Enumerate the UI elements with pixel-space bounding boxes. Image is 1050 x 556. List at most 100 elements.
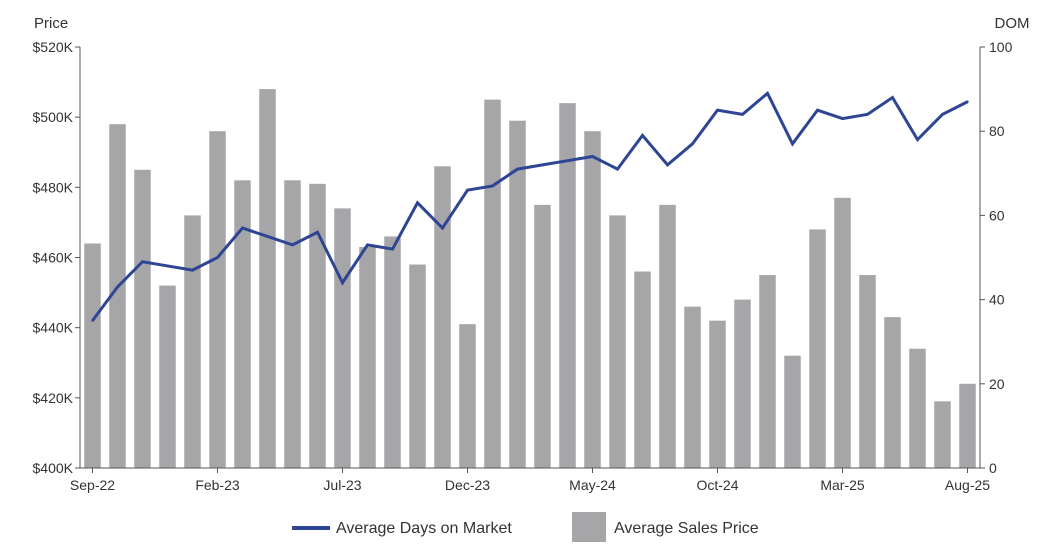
bar-Mar-24	[534, 204, 551, 469]
dom-point-Jan-23	[191, 268, 194, 272]
bar-Jan-24	[484, 99, 501, 469]
bar-Aug-24	[659, 204, 676, 469]
dom-point-May-25	[891, 96, 894, 99]
axes-layer: $400K $420K $440K $460K $480K $500K $520K 0 20 40…	[33, 15, 1030, 493]
dom-point-Jan-25	[791, 142, 794, 146]
left-tick-label: $400K	[33, 460, 74, 476]
dom-point-Oct-24	[716, 108, 719, 112]
bar-Sep-22	[84, 243, 101, 468]
dom-point-Sep-24	[691, 142, 694, 146]
dom-point-Mar-25	[841, 117, 844, 120]
bar-Oct-24	[709, 320, 726, 468]
dom-point-Aug-24	[666, 163, 669, 167]
dom-point-Apr-24	[566, 159, 569, 162]
bar-Jan-25	[784, 355, 801, 468]
x-tick-label: Oct-24	[696, 477, 738, 493]
bar-Aug-25	[959, 383, 976, 468]
dom-point-Dec-22	[166, 264, 169, 268]
dom-point-Oct-23	[416, 201, 419, 204]
left-tick-label: $440K	[33, 320, 74, 336]
bar-Sep-24	[684, 306, 701, 468]
bar-Jun-24	[609, 215, 626, 468]
dom-point-Sep-23	[391, 247, 394, 251]
dom-point-Aug-25	[966, 100, 969, 103]
x-tick-label: Sep-22	[70, 477, 115, 493]
dom-point-Feb-24	[516, 167, 519, 171]
right-tick-label: 40	[989, 292, 1005, 308]
dom-point-Mar-24	[541, 163, 544, 167]
left-tick-label: $500K	[33, 109, 74, 125]
dom-point-Dec-24	[766, 92, 769, 95]
x-tick-label: Aug-25	[945, 477, 990, 493]
bar-May-23	[284, 180, 301, 468]
right-tick-label: 80	[989, 123, 1005, 139]
x-tick-label: Dec-23	[445, 477, 490, 493]
dom-point-Feb-23	[216, 256, 219, 259]
bar-Apr-24	[559, 103, 576, 468]
dom-point-Apr-23	[266, 235, 269, 238]
right-tick-label: 60	[989, 207, 1005, 223]
dom-point-Mar-23	[241, 226, 244, 230]
dom-point-May-24	[591, 155, 594, 158]
line-layer	[91, 90, 969, 322]
dom-point-May-23	[291, 243, 294, 247]
bar-Dec-23	[459, 324, 476, 468]
dom-point-Jul-23	[341, 281, 344, 284]
bar-Feb-24	[509, 120, 526, 469]
dom-point-Apr-25	[866, 113, 869, 116]
bars-layer	[84, 89, 976, 469]
bar-Nov-23	[434, 166, 451, 468]
bar-Feb-25	[809, 229, 826, 468]
bar-Apr-23	[259, 89, 276, 468]
dom-point-Jun-25	[916, 138, 919, 141]
dom-point-Jul-25	[941, 113, 944, 116]
dom-point-Jan-24	[491, 184, 494, 188]
bar-Jun-25	[909, 348, 926, 468]
bar-Jul-24	[634, 271, 651, 468]
dom-point-Aug-23	[366, 243, 369, 247]
line-average-days-on-market	[91, 90, 969, 322]
legend-label-price: Average Sales Price	[614, 520, 759, 537]
right-tick-label: 100	[989, 39, 1013, 55]
legend-label-dom: Average Days on Market	[336, 520, 512, 537]
bar-Nov-22	[134, 169, 151, 469]
bar-Feb-23	[209, 131, 226, 468]
x-tick-label: May-24	[569, 477, 616, 493]
dom-point-Nov-24	[741, 113, 744, 116]
bar-Sep-23	[384, 236, 401, 468]
dom-point-Dec-23	[466, 188, 469, 192]
dom-point-Oct-22	[116, 285, 119, 289]
right-tick-label: 0	[989, 460, 997, 476]
bar-Jun-23	[309, 183, 326, 468]
dom-point-Jun-24	[616, 167, 619, 171]
left-axis-title: Price	[34, 15, 68, 32]
bar-Mar-25	[834, 197, 851, 469]
bar-Dec-24	[759, 275, 776, 468]
dom-point-Jun-23	[316, 231, 319, 234]
left-tick-label: $460K	[33, 250, 74, 266]
x-tick-label: Jul-23	[323, 477, 361, 493]
dom-point-Sep-22	[91, 319, 94, 322]
left-tick-label: $520K	[33, 39, 74, 55]
bar-Aug-23	[359, 246, 376, 468]
bar-Dec-22	[159, 285, 176, 468]
bar-Jan-23	[184, 215, 201, 468]
bar-May-24	[584, 131, 601, 468]
dom-point-Nov-22	[141, 260, 144, 263]
bar-May-25	[884, 317, 901, 468]
legend: Average Days on Market Average Sales Pric…	[292, 512, 759, 542]
dom-point-Jul-24	[641, 134, 644, 137]
dom-point-Feb-25	[816, 108, 819, 112]
x-tick-label: Mar-25	[820, 477, 865, 493]
dom-point-Nov-23	[441, 226, 444, 230]
bar-Jul-25	[934, 401, 951, 468]
bar-Oct-22	[109, 124, 126, 469]
bar-Mar-23	[234, 180, 251, 468]
left-tick-label: $480K	[33, 179, 74, 195]
bar-Oct-23	[409, 264, 426, 468]
bar-Jul-23	[334, 208, 351, 468]
bar-Apr-25	[859, 275, 876, 468]
legend-box-swatch	[572, 512, 606, 542]
